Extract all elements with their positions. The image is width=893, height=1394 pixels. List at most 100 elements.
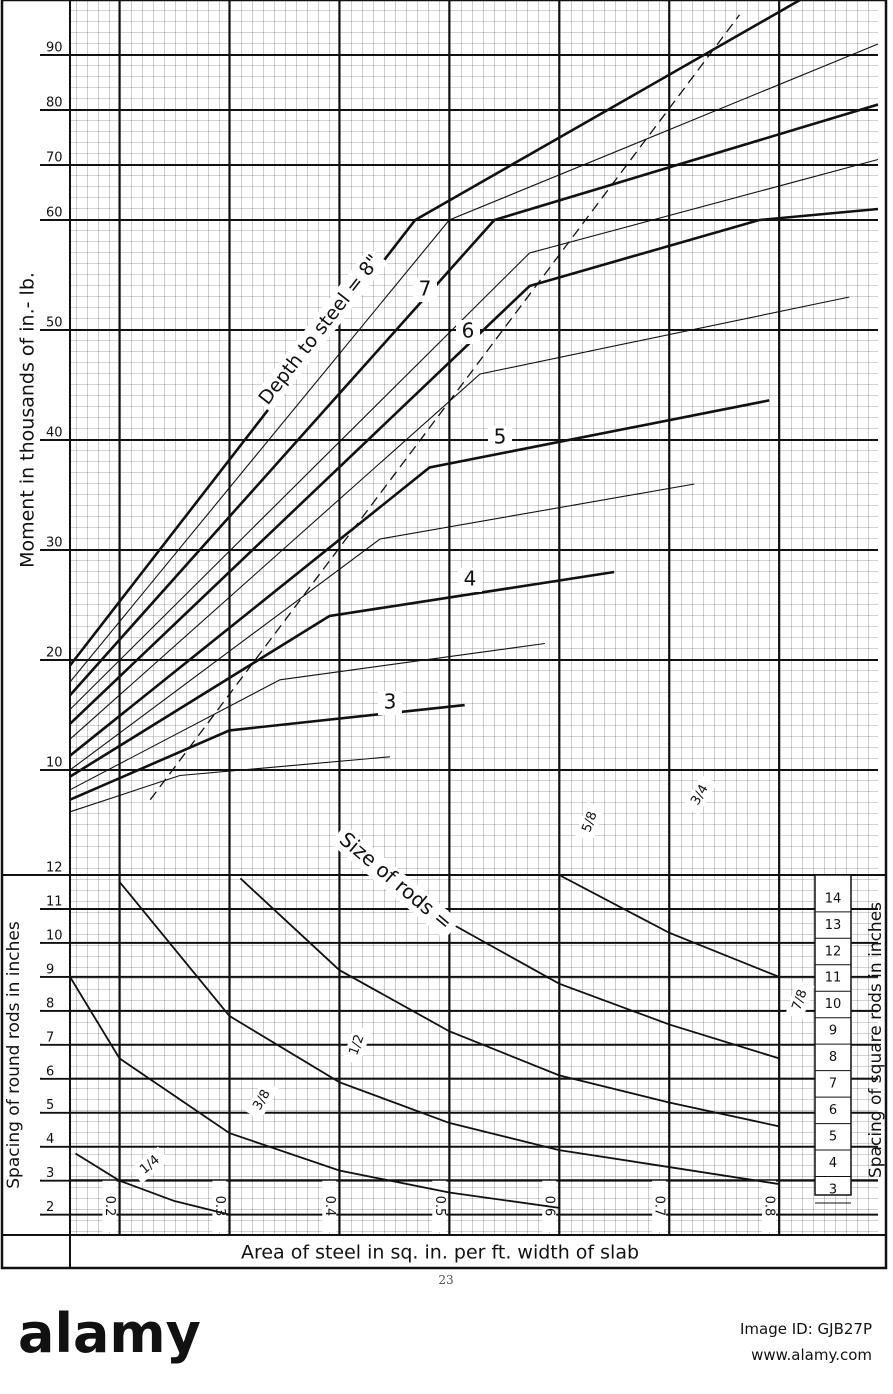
y2-tick-label: 9 [829, 1024, 837, 1039]
frame [0, 0, 888, 1270]
y-tick-label: 40 [46, 426, 63, 441]
tick-label-box [42, 995, 69, 1010]
tick-label-box [42, 1063, 69, 1078]
series-line [69, 642, 545, 791]
tick-label-box [42, 860, 69, 874]
tick-label-box [42, 927, 69, 942]
series-line [69, 296, 850, 740]
y2-axis-title: Spacing of square rods in inches [866, 902, 886, 1178]
y-tick-label: 2 [46, 1200, 54, 1215]
series-line [118, 881, 780, 1185]
y2-tick-label: 10 [825, 997, 842, 1012]
x-tick-label: 0.8 [762, 1196, 777, 1217]
y-tick-label: 70 [46, 151, 63, 166]
label-bg [252, 247, 388, 413]
x-tick-label: 0.7 [652, 1196, 667, 1217]
x-tick-label: 0.2 [102, 1196, 117, 1217]
series-label: 1/2 [346, 1033, 367, 1058]
minor-grid [70, 0, 878, 1235]
y-tick-label: 6 [46, 1064, 54, 1079]
label-bg [329, 824, 461, 940]
label-bg [456, 320, 480, 344]
label-bg [378, 691, 402, 715]
tick-label-box [42, 95, 69, 109]
y-axis-title: Spacing of round rods in inches [4, 921, 24, 1189]
tick-label-box [652, 1180, 667, 1232]
y-tick-label: 12 [46, 861, 63, 876]
tick-label-box [762, 1180, 777, 1232]
tick-label-box [42, 150, 69, 164]
tick-label-box [42, 40, 69, 54]
y-tick-label: 8 [46, 996, 54, 1011]
tick-label-box [42, 1097, 69, 1112]
y2-tick-label: 11 [825, 971, 842, 986]
y2-tick-label: 8 [829, 1050, 837, 1065]
x-tick-label: 0.4 [322, 1196, 337, 1217]
tick-label-box [42, 1131, 69, 1146]
series-label: 7 [419, 277, 432, 301]
label-bg [245, 1079, 279, 1121]
series-label: 5 [494, 425, 507, 449]
label-bg [488, 426, 512, 450]
label-bg [785, 980, 815, 1020]
y-tick-label: 20 [46, 646, 63, 661]
y-tick-label: 80 [46, 96, 63, 111]
tick-label-box [42, 425, 69, 439]
series-line [69, 207, 879, 725]
series-line [69, 483, 695, 771]
tick-label-box [42, 1199, 69, 1214]
series-line [68, 0, 801, 667]
y-tick-label: 30 [46, 536, 63, 551]
y-axis-title: Moment in thousands of in.- lb. [17, 272, 39, 568]
tick-label-box [42, 755, 69, 769]
y-tick-label: 7 [46, 1030, 54, 1045]
y-tick-label: 10 [46, 928, 63, 943]
series-label: 3 [384, 690, 397, 714]
label-bg [575, 802, 605, 842]
label-bg [458, 568, 482, 592]
tick-label-box [42, 205, 69, 219]
label-bg [342, 1025, 372, 1065]
tick-label-box [102, 1180, 117, 1232]
y2-tick-label: 13 [825, 918, 842, 933]
series-line [69, 158, 879, 710]
tick-label-box [212, 1180, 227, 1232]
tick-label-box [42, 1029, 69, 1044]
y2-tick-label: 4 [829, 1156, 837, 1171]
tick-label-box [42, 1165, 69, 1180]
label-bg [683, 774, 717, 816]
y-tick-label: 10 [46, 756, 63, 771]
series-line [69, 756, 390, 813]
y-tick-label: 9 [46, 962, 54, 977]
y-tick-label: 5 [46, 1098, 54, 1113]
series-line [558, 874, 780, 978]
series-line [75, 1152, 230, 1216]
y-tick-label: 11 [46, 894, 63, 909]
y-tick-label: 4 [46, 1132, 54, 1147]
tick-label-box [42, 893, 69, 908]
y-tick-label: 50 [46, 316, 63, 331]
y2-axis-box [814, 874, 852, 1196]
x-axis-title: Area of steel in sq. in. per ft. width o… [241, 1242, 639, 1264]
label-bg [413, 278, 437, 302]
series-line [149, 14, 741, 801]
watermark-brand: alamy [18, 1302, 201, 1365]
y2-tick-label: 7 [829, 1077, 837, 1092]
series-line [239, 877, 780, 1128]
y2-tick-label: 6 [829, 1103, 837, 1118]
series-label: 7/8 [789, 988, 810, 1013]
series-label: 6 [462, 319, 475, 343]
tick-label-box [322, 1180, 337, 1232]
y2-tick-label: 12 [825, 944, 842, 959]
watermark-url: www.alamy.com [751, 1346, 872, 1364]
tick-label-box [42, 315, 69, 329]
x-tick-label: 0.5 [432, 1196, 447, 1217]
series-line [69, 103, 879, 697]
y-tick-label: 90 [46, 41, 63, 56]
tick-label-box [42, 961, 69, 976]
page-number: 23 [438, 1273, 453, 1287]
series-label: 4 [464, 567, 477, 591]
series-line [69, 43, 879, 683]
